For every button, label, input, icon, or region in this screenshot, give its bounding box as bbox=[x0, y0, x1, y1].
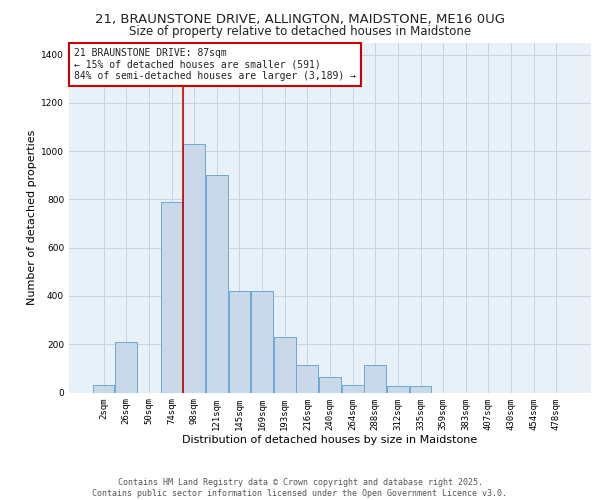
Bar bbox=[274, 337, 296, 392]
Bar bbox=[342, 386, 364, 392]
Bar bbox=[251, 291, 273, 392]
Bar bbox=[183, 144, 205, 392]
Bar bbox=[364, 364, 386, 392]
Bar bbox=[229, 291, 250, 392]
Text: Contains HM Land Registry data © Crown copyright and database right 2025.
Contai: Contains HM Land Registry data © Crown c… bbox=[92, 478, 508, 498]
Text: 21, BRAUNSTONE DRIVE, ALLINGTON, MAIDSTONE, ME16 0UG: 21, BRAUNSTONE DRIVE, ALLINGTON, MAIDSTO… bbox=[95, 12, 505, 26]
Bar bbox=[206, 176, 227, 392]
Bar bbox=[387, 386, 409, 392]
Text: 21 BRAUNSTONE DRIVE: 87sqm
← 15% of detached houses are smaller (591)
84% of sem: 21 BRAUNSTONE DRIVE: 87sqm ← 15% of deta… bbox=[74, 48, 356, 81]
Y-axis label: Number of detached properties: Number of detached properties bbox=[27, 130, 37, 305]
X-axis label: Distribution of detached houses by size in Maidstone: Distribution of detached houses by size … bbox=[182, 435, 478, 445]
Bar bbox=[161, 202, 182, 392]
Bar bbox=[319, 377, 341, 392]
Text: Size of property relative to detached houses in Maidstone: Size of property relative to detached ho… bbox=[129, 25, 471, 38]
Bar bbox=[93, 386, 115, 392]
Bar bbox=[115, 342, 137, 392]
Bar bbox=[296, 364, 318, 392]
Bar bbox=[410, 386, 431, 392]
